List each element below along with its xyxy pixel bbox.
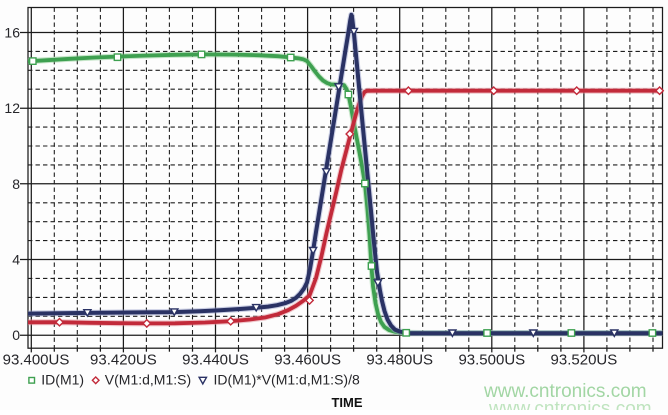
svg-text:16: 16 [4,25,20,41]
svg-text:0: 0 [12,327,20,343]
svg-text:93.500US: 93.500US [458,352,525,369]
svg-text:93.400US: 93.400US [3,352,70,369]
svg-text:ID(M1): ID(M1) [41,372,84,388]
svg-text:93.480US: 93.480US [366,352,433,369]
svg-text:TIME: TIME [331,395,362,410]
svg-text:93.440US: 93.440US [182,352,249,369]
svg-text:93.420US: 93.420US [90,352,157,369]
svg-text:www.cntronics.com: www.cntronics.com [483,381,647,402]
svg-text:www.cntronics.com: www.cntronics.com [488,399,652,411]
svg-text:ID(M1)*V(M1:d,M1:S)/8: ID(M1)*V(M1:d,M1:S)/8 [214,372,360,388]
svg-text:93.520US: 93.520US [551,352,618,369]
svg-text:8: 8 [12,176,20,192]
svg-text:93.460US: 93.460US [274,352,341,369]
svg-text:4: 4 [12,252,20,268]
svg-text:12: 12 [4,100,20,116]
svg-text:V(M1:d,M1:S): V(M1:d,M1:S) [105,372,191,388]
